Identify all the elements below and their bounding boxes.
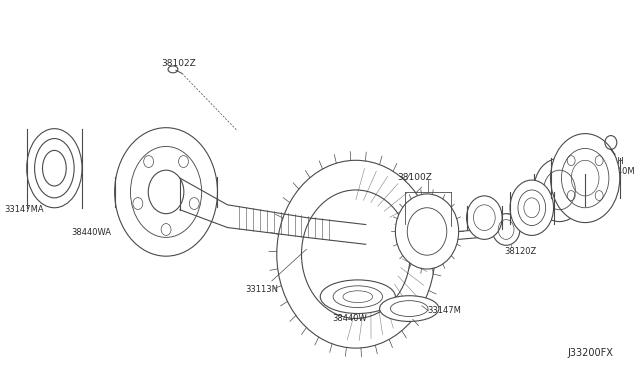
Text: 32140M: 32140M: [601, 167, 635, 176]
Ellipse shape: [550, 134, 620, 222]
Text: 38165Z: 38165Z: [490, 213, 522, 222]
Ellipse shape: [467, 196, 502, 239]
Ellipse shape: [115, 128, 218, 256]
Ellipse shape: [534, 158, 585, 222]
Ellipse shape: [276, 160, 435, 348]
Ellipse shape: [27, 129, 82, 208]
Text: 33113N: 33113N: [245, 285, 278, 294]
Text: J33200FX: J33200FX: [567, 348, 613, 358]
Text: 38140Z: 38140Z: [537, 196, 569, 205]
Text: 38440WA: 38440WA: [71, 228, 111, 237]
Text: 33147MA: 33147MA: [4, 205, 44, 214]
Text: 38100Z: 38100Z: [397, 173, 432, 182]
Ellipse shape: [510, 180, 554, 235]
Ellipse shape: [492, 214, 520, 245]
Ellipse shape: [320, 280, 396, 314]
Text: 33147M: 33147M: [427, 306, 461, 315]
Ellipse shape: [380, 296, 439, 321]
Text: 38440W: 38440W: [332, 314, 367, 323]
Ellipse shape: [396, 194, 459, 269]
Text: 32140H: 32140H: [591, 157, 624, 166]
Text: 38120Z: 38120Z: [504, 247, 536, 256]
Text: 38102Z: 38102Z: [161, 60, 196, 68]
